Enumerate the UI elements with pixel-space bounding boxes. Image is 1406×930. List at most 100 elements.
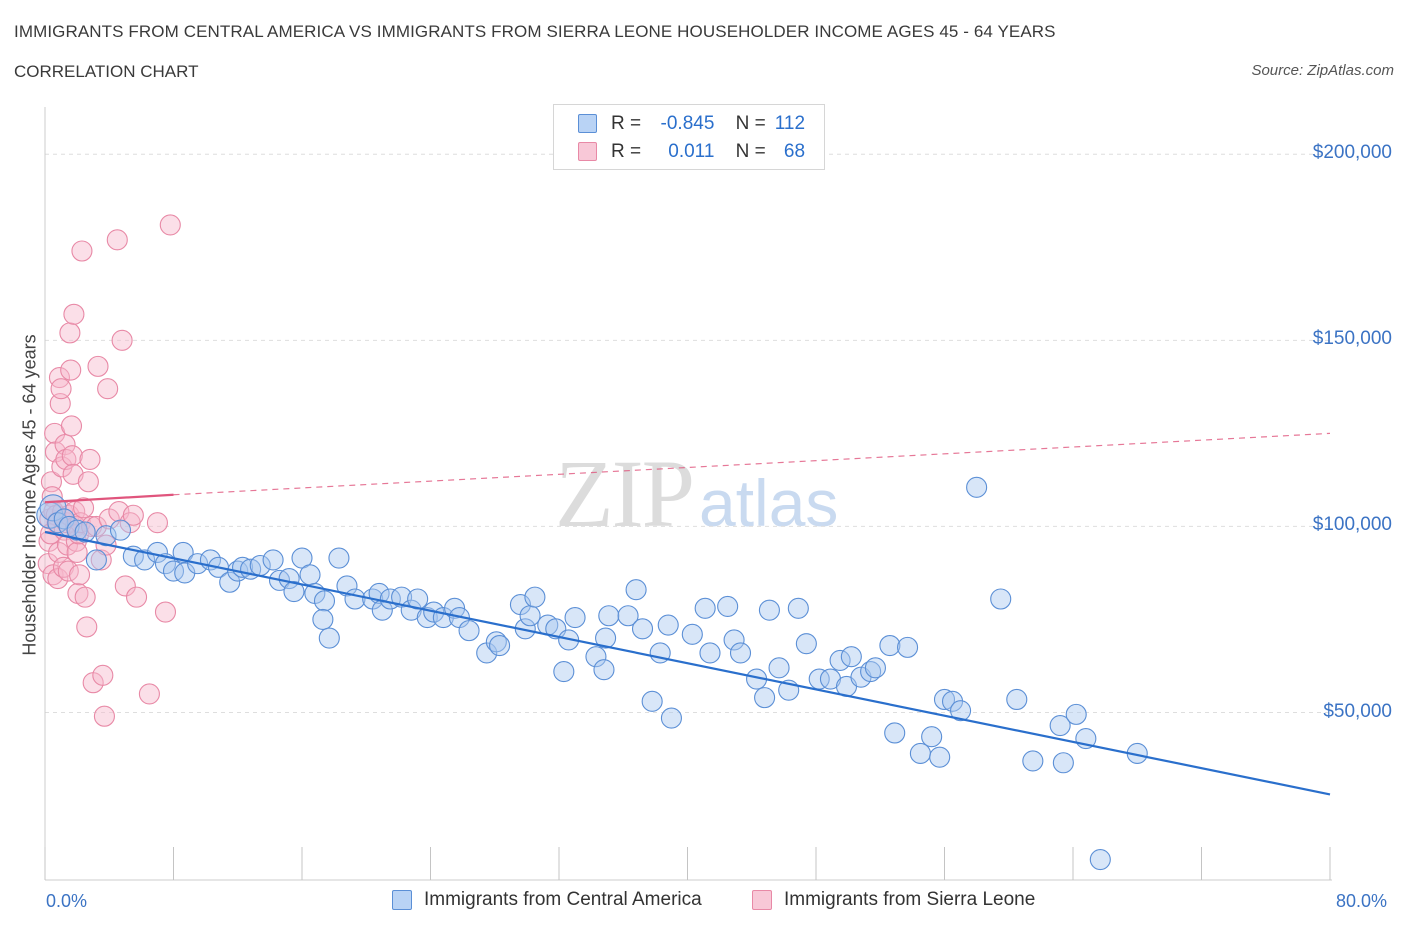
watermark: ZIPatlas [555,438,838,549]
sierra-leone-point [146,512,168,534]
chart-title: IMMIGRANTS FROM CENTRAL AMERICA VS IMMIG… [14,22,1056,41]
central-america-point [312,608,334,631]
legend-n-value: 68 [783,141,806,162]
central-america-point [553,661,575,683]
central-america-point [1052,752,1074,774]
central-america-point [109,519,132,541]
sierra-leone-point [68,564,91,586]
central-america-point [172,541,194,564]
sierra-leone-point [57,560,79,582]
central-america-point [681,623,703,645]
bottom-legend-label: Immigrants from Sierra Leone [784,889,1036,910]
central-america-point [519,605,541,627]
bottom-legend-sierra-leone: Immigrants from Sierra Leone [752,889,1035,911]
central-america-points [36,476,1148,871]
trend-lines [44,432,1331,796]
sierra-leone-point [76,616,98,638]
sierra-leone-point [126,586,148,608]
sierra-leone-point [60,415,83,437]
sierra-leone-point [92,664,114,686]
axes [44,107,1332,881]
central-america-point [787,597,809,619]
sierra-leone-point [47,567,69,590]
legend-swatch-blue [578,114,597,134]
sierra-leone-point [114,575,136,597]
watermark-zip: ZIP [555,440,695,547]
central-america-point [795,633,817,655]
central-america-point [717,595,739,617]
central-america-point [593,659,615,681]
sierra-leone-point [87,355,109,377]
legend-row-blue: R = -0.845 N = 112 [578,113,805,137]
sierra-leone-point [73,497,95,519]
y-axis-label: Householder Income Ages 45 - 64 years [19,334,40,656]
y-tick-label: $200,000 [1312,142,1392,164]
central-america-point [950,700,972,722]
central-america-trend-line [44,530,1331,796]
central-america-point [85,549,107,571]
chart-subtitle: CORRELATION CHART [14,62,199,81]
y-tick-label: $100,000 [1312,514,1392,536]
bottom-legend-swatch-pink [752,889,772,910]
central-america-point [884,722,906,744]
legend-r-value: -0.845 [660,113,715,134]
central-america-point [754,687,776,709]
central-america-point [699,642,721,664]
central-america-point [416,607,438,629]
central-america-point [598,605,620,627]
central-america-point [758,599,780,621]
sierra-leone-point [93,705,115,727]
central-america-point [328,547,350,569]
sierra-leone-point [138,683,160,705]
legend-n-label: N = [735,113,766,134]
central-america-point [47,512,69,534]
sierra-leone-point [66,541,88,564]
legend-r-label: R = [611,113,642,134]
sierra-leone-point [60,359,82,381]
central-america-point [929,746,951,768]
central-america-point [489,634,511,657]
central-america-point [344,588,366,610]
central-america-point [564,607,586,629]
legend-n-value: 112 [774,113,806,134]
sierra-leone-point [74,586,96,608]
central-america-point [74,521,96,543]
sierra-leone-trend-line-solid [44,493,174,504]
central-america-point [313,590,336,612]
central-america-point [625,579,647,601]
central-america-point [879,634,901,657]
central-america-point [485,631,507,653]
sierra-leone-points [37,214,181,727]
central-america-point [909,742,931,765]
legend-swatch-pink [578,142,597,162]
central-america-point [585,646,607,668]
sierra-leone-point [40,471,62,493]
sierra-leone-point [79,448,101,470]
sierra-leone-point [50,378,72,400]
y-tick-label: $50,000 [1323,700,1392,722]
correlation-legend: R = -0.845 N = 112 R = 0.011 N = 68 [553,104,825,170]
central-america-point [524,586,546,608]
central-america-point [840,646,862,668]
central-america-point [897,636,919,658]
sierra-leone-trend-line-dashed [173,432,1331,496]
sierra-leone-point [154,601,177,623]
legend-n-label: N = [735,141,766,162]
sierra-leone-point [77,471,99,493]
central-america-point [864,657,886,679]
central-america-point [660,707,682,729]
central-america-point [829,649,851,671]
sierra-leone-point [111,329,133,351]
legend-r-label: R = [611,141,642,162]
central-america-point [694,597,716,619]
central-america-point [162,560,185,582]
central-america-point [595,627,617,649]
sierra-leone-point [59,322,81,344]
central-america-point [1049,714,1071,737]
central-america-point [729,642,752,664]
x-tick-label-max: 80.0% [1336,891,1388,911]
x-tick-label-min: 0.0% [46,891,88,911]
bottom-legend-label: Immigrants from Central America [424,889,702,910]
central-america-point [1022,750,1044,772]
